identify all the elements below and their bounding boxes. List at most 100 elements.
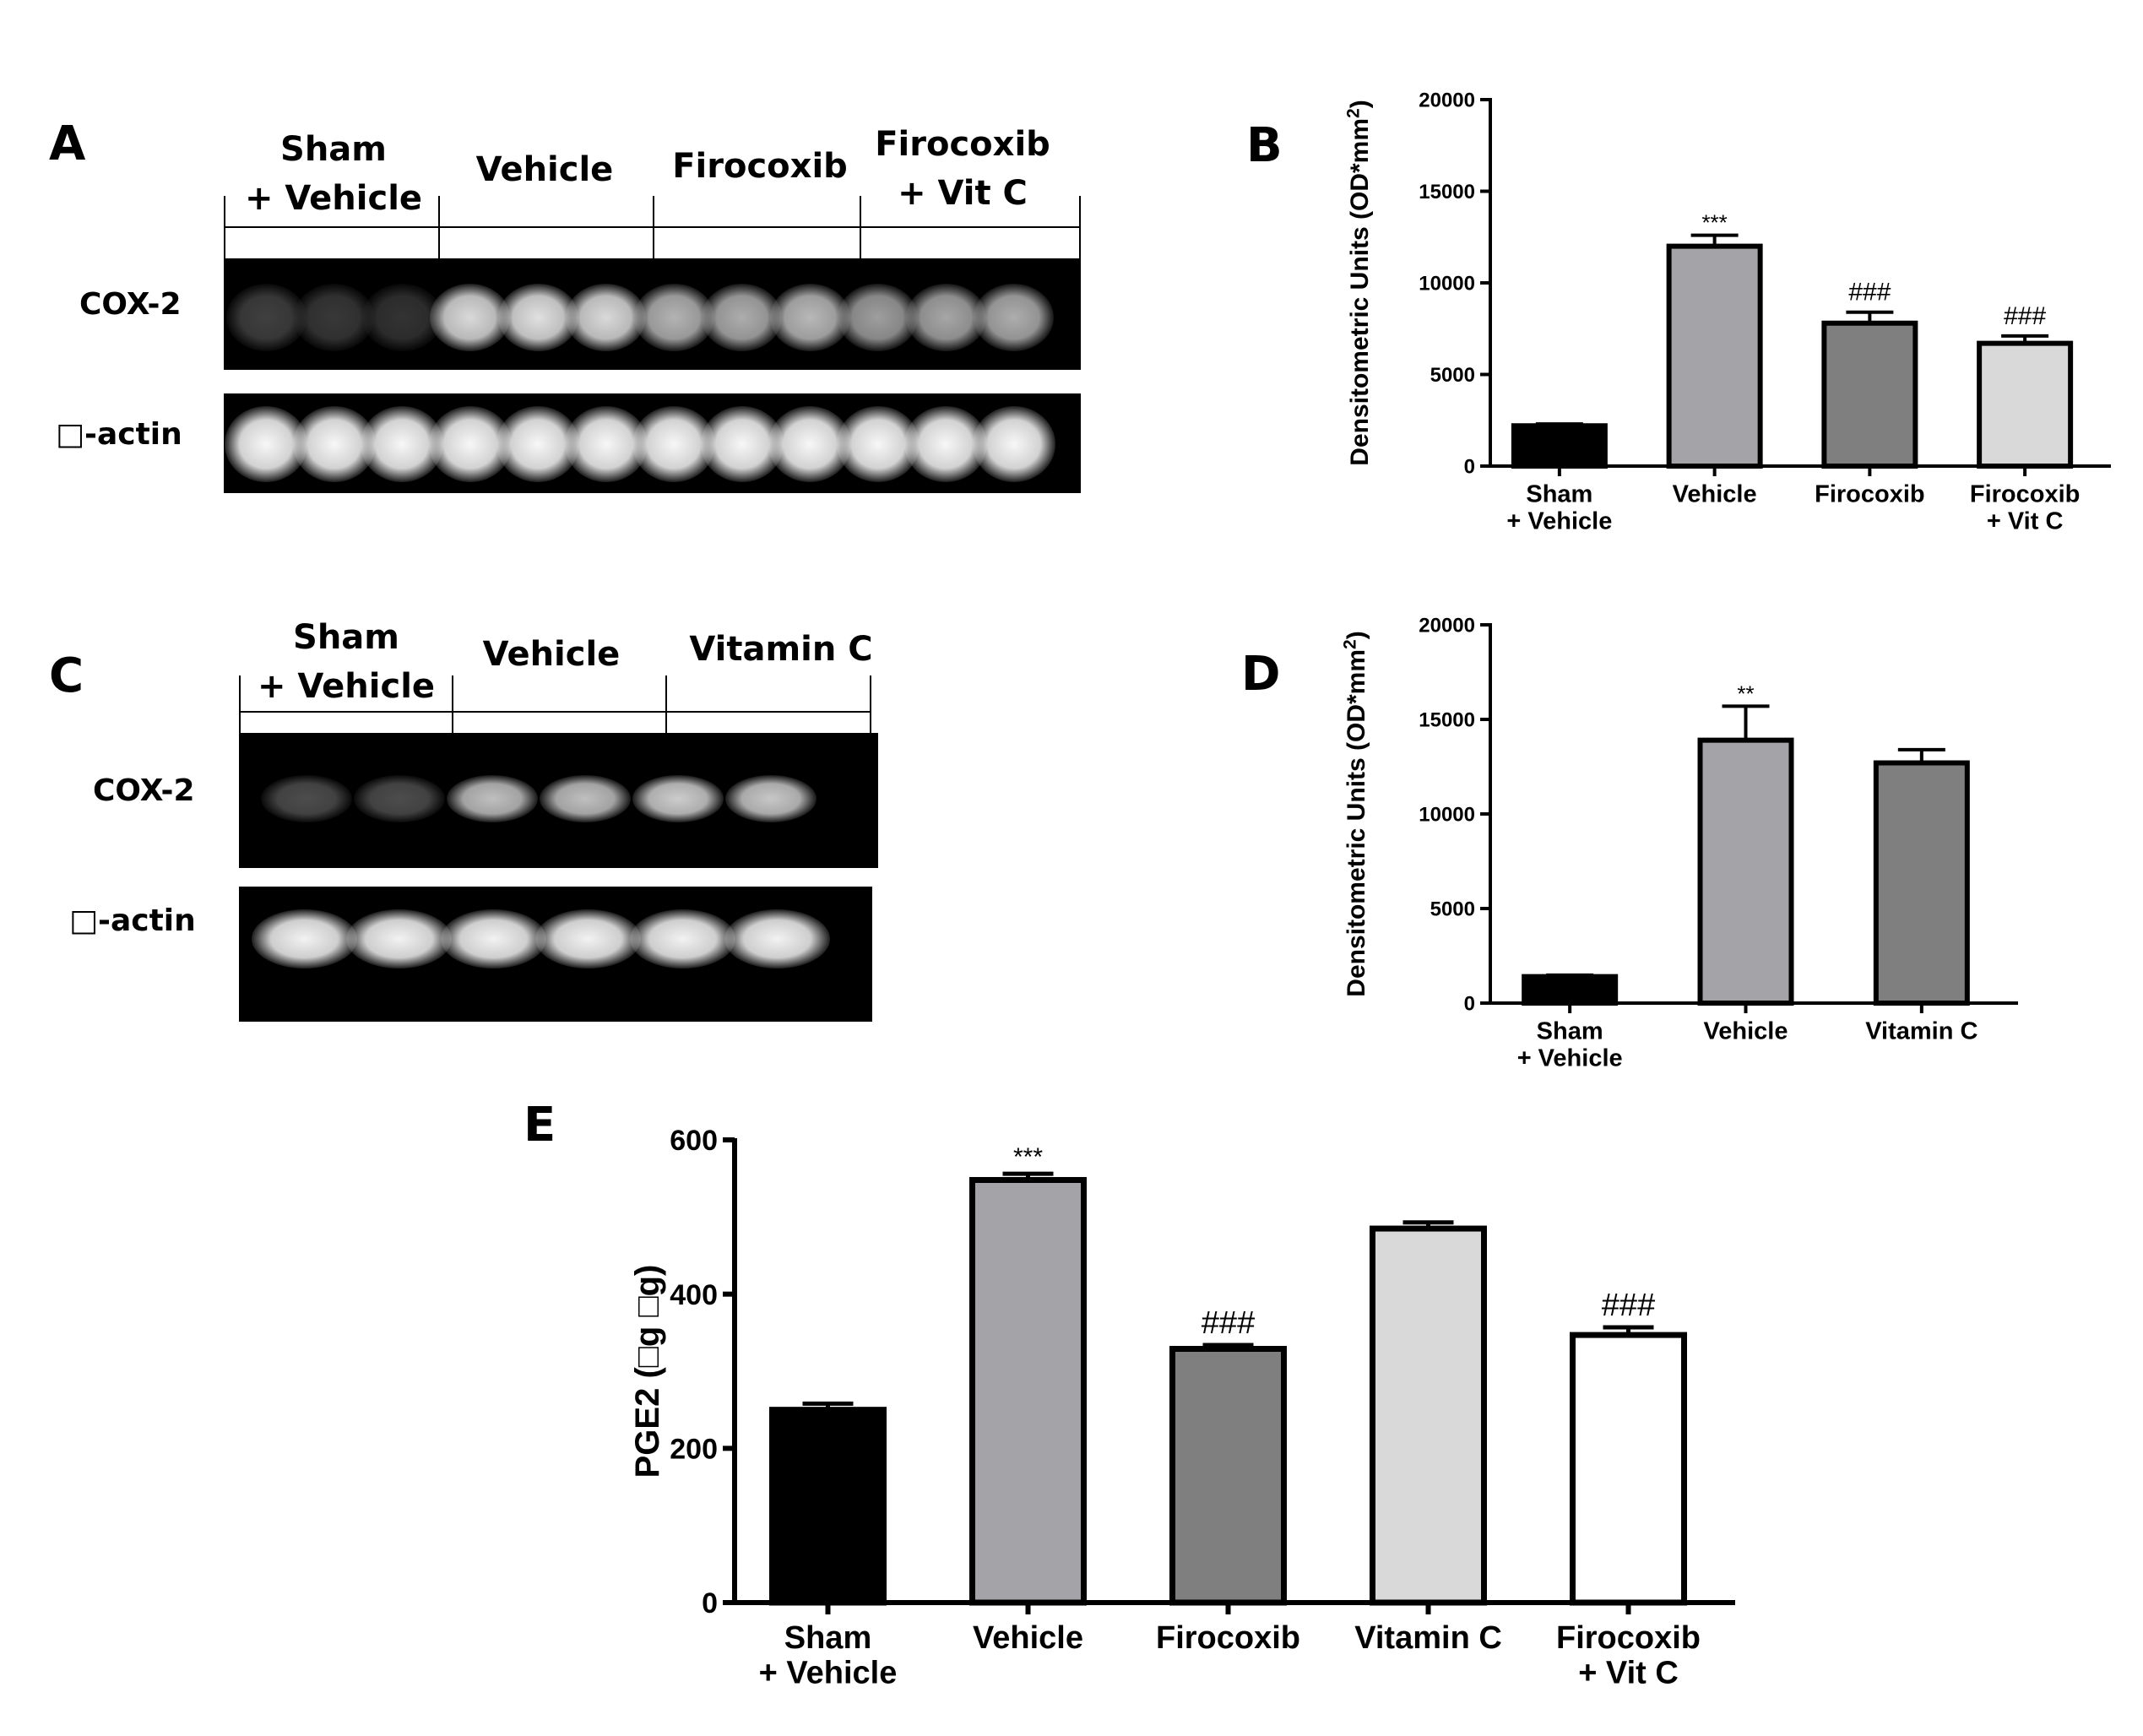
significance-label: ### <box>1602 1288 1655 1323</box>
blot-a-group-label-2: Vehicle <box>475 150 614 189</box>
panel-letter-a: A <box>49 117 86 171</box>
bracket-divider <box>653 196 654 258</box>
blot-c-group-label-1: Sham + Vehicle <box>257 618 436 706</box>
bar <box>1370 1225 1487 1606</box>
y-tick-label: 200 <box>670 1434 718 1466</box>
blot-c-cox2-gel <box>239 733 878 868</box>
x-tick-label: Vitamin C <box>1865 1017 1978 1044</box>
blot-c-group-label-2: Vehicle <box>482 635 621 674</box>
cox2-band <box>769 284 850 351</box>
x-tick-label: Vehicle <box>1704 1017 1788 1044</box>
cox2-band <box>974 284 1054 351</box>
y-axis-label: PGE2 (□g □g) <box>629 1265 666 1478</box>
actin-band <box>972 406 1055 482</box>
chart-e: 0 200 400 600 PGE2 (□g □g) Sham + Vehicle Vehic… <box>629 1125 1735 1691</box>
cox2-band <box>632 775 724 822</box>
y-tick-label: 10000 <box>1419 804 1475 827</box>
blot-c-group-label-3: Vitamin C <box>689 630 873 669</box>
panel-letter-d: D <box>1241 647 1281 702</box>
significance-label: ### <box>1848 279 1891 307</box>
blot-c-row-label-cox2: COX-2 <box>93 773 195 808</box>
bracket-line <box>224 226 1079 228</box>
y-tick-label: 20000 <box>1419 615 1475 637</box>
bar <box>1821 320 1918 469</box>
actin-band <box>534 909 641 968</box>
bar <box>769 1407 887 1606</box>
y-tick-label: 400 <box>670 1279 718 1311</box>
bracket-divider <box>239 675 241 733</box>
bar <box>969 1176 1087 1606</box>
bracket-divider <box>452 675 453 733</box>
actin-band <box>345 909 452 968</box>
y-tick-label: 10000 <box>1419 273 1475 296</box>
significance-label: ** <box>1737 681 1754 706</box>
cox2-band <box>447 775 538 822</box>
bar <box>1511 423 1608 469</box>
bracket-divider <box>870 675 871 733</box>
y-tick-label: 0 <box>702 1587 718 1619</box>
bracket-divider <box>438 196 440 258</box>
bracket-divider <box>224 196 225 258</box>
x-tick-label: Firocoxib + Vit C <box>1556 1620 1701 1691</box>
cox2-band <box>294 284 374 351</box>
actin-band <box>724 909 830 968</box>
cox2-band <box>430 284 510 351</box>
cox2-band <box>497 284 578 351</box>
blot-a-cox2-gel <box>224 258 1081 370</box>
y-tick-label: 5000 <box>1430 364 1475 387</box>
bar <box>1169 1346 1287 1606</box>
bracket-divider <box>860 196 861 258</box>
x-tick-label: Sham + Vehicle <box>759 1620 898 1691</box>
blot-c-row-label-actin: □-actin <box>69 903 196 938</box>
x-tick-label: Sham + Vehicle <box>1506 480 1612 534</box>
significance-label: ### <box>2004 302 2046 330</box>
bar <box>1873 760 1970 1006</box>
x-tick-label: Firocoxib <box>1815 480 1925 507</box>
cox2-band <box>633 284 714 351</box>
y-axis-label: Densitometric Units (OD*mm2) <box>1344 100 1375 465</box>
cox2-band <box>261 775 352 822</box>
bar <box>1666 243 1763 469</box>
y-tick-label: 15000 <box>1419 709 1475 732</box>
x-tick-label: Vehicle <box>973 1620 1083 1656</box>
y-axis-label: Densitometric Units (OD*mm2) <box>1341 631 1371 996</box>
x-tick-label: Firocoxib + Vit C <box>1970 480 2081 534</box>
bar <box>1977 340 2074 469</box>
cox2-band <box>838 284 918 351</box>
actin-band <box>440 909 546 968</box>
cox2-band <box>354 775 445 822</box>
y-tick-label: 15000 <box>1419 181 1475 203</box>
cox2-band <box>361 284 442 351</box>
panel-letter-b: B <box>1246 118 1283 173</box>
bracket-line <box>239 711 870 713</box>
cox2-band <box>225 284 307 351</box>
actin-band <box>251 909 357 968</box>
blot-a-group-label-4: Firocoxib + Vit C <box>875 125 1050 213</box>
bracket-divider <box>1079 196 1081 258</box>
y-tick-label: 0 <box>1464 456 1475 479</box>
y-tick-label: 0 <box>1464 993 1475 1016</box>
blot-a-row-label-actin: □-actin <box>56 417 182 452</box>
x-tick-label: Sham + Vehicle <box>1517 1017 1623 1071</box>
actin-band <box>629 909 735 968</box>
y-tick-label: 600 <box>670 1125 718 1157</box>
panel-letter-c: C <box>49 648 84 703</box>
cox2-band <box>566 284 646 351</box>
y-tick-label: 5000 <box>1430 898 1475 921</box>
significance-label: ### <box>1202 1305 1255 1341</box>
blot-a-row-label-cox2: COX-2 <box>79 287 182 322</box>
cox2-band <box>905 284 986 351</box>
blot-a-group-label-1: Sham + Vehicle <box>244 130 423 218</box>
bar <box>1570 1332 1687 1606</box>
significance-label: *** <box>1701 210 1727 236</box>
x-tick-label: Vitamin C <box>1354 1620 1502 1656</box>
bracket-divider <box>665 675 667 733</box>
panel-letter-e: E <box>524 1098 556 1153</box>
x-tick-label: Vehicle <box>1673 480 1757 507</box>
cox2-band <box>725 775 817 822</box>
chart-d: 0 5000 10000 15000 20000 Densitometric Units … <box>1341 615 2018 1071</box>
y-tick-label: 20000 <box>1419 90 1475 112</box>
x-tick-label: Firocoxib <box>1156 1620 1300 1656</box>
bar <box>1522 974 1619 1006</box>
chart-b: 0 5000 10000 15000 20000 Densitometric Units … <box>1344 90 2111 534</box>
